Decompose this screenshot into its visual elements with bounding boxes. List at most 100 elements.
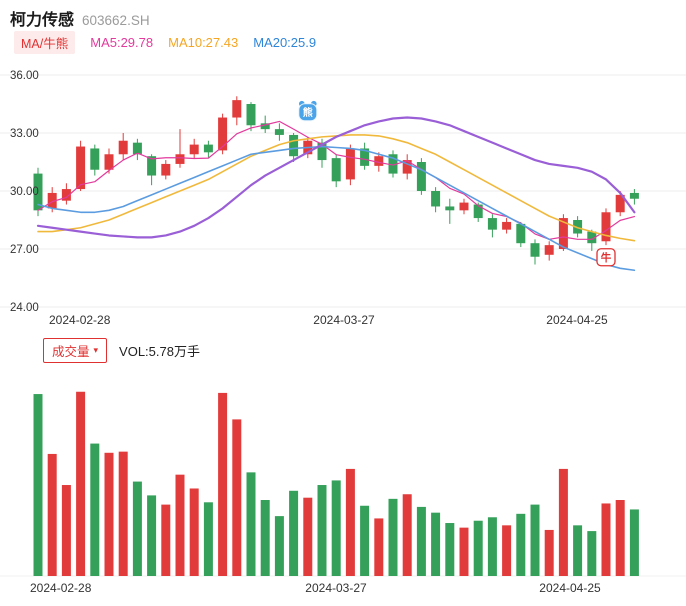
- candle-body: [502, 221, 512, 230]
- volume-bar: [147, 495, 157, 576]
- indicator-row: MA/牛熊 MA5:29.78 MA10:27.43 MA20:25.9: [14, 31, 316, 54]
- candle-body: [615, 194, 625, 213]
- volume-bar: [189, 488, 199, 576]
- ma10-value: MA10:27.43: [168, 35, 239, 50]
- x-axis-label: 2024-02-28: [49, 313, 111, 327]
- candle-body: [175, 154, 185, 164]
- volume-bar: [544, 529, 554, 576]
- candle-body: [331, 158, 341, 182]
- candle-body: [487, 218, 497, 230]
- dropdown-arrow-icon: ▾: [93, 345, 99, 355]
- volume-bar: [502, 525, 512, 576]
- volume-bar: [33, 394, 43, 576]
- candle-body: [274, 129, 284, 135]
- volume-x-axis-label: 2024-02-28: [30, 581, 92, 595]
- volume-bar: [629, 509, 639, 576]
- bull-marker-icon: 牛: [596, 248, 616, 267]
- candle-body: [445, 206, 455, 211]
- y-axis-label: 33.00: [10, 128, 39, 140]
- y-axis-label: 24.00: [10, 302, 39, 314]
- candle-body: [516, 223, 526, 244]
- volume-bar: [402, 494, 412, 576]
- volume-bar: [203, 502, 213, 576]
- x-axis-label: 2024-03-27: [313, 313, 375, 327]
- volume-bar: [118, 451, 128, 576]
- candle-body: [431, 191, 441, 207]
- volume-indicator-selector[interactable]: 成交量 ▾: [43, 338, 108, 363]
- candle-body: [47, 192, 57, 209]
- candle-body: [147, 156, 157, 176]
- candle-body: [374, 156, 384, 166]
- candle-body: [473, 204, 483, 219]
- volume-bar: [76, 391, 86, 576]
- volume-bar: [260, 500, 270, 576]
- volume-bar: [274, 516, 284, 576]
- volume-bar: [615, 500, 625, 576]
- candle-body: [218, 117, 228, 151]
- volume-bar: [104, 452, 114, 576]
- bear-marker-icon: 熊: [298, 100, 318, 122]
- candle-body: [90, 148, 100, 170]
- svg-text:熊: 熊: [303, 106, 313, 119]
- candle-body: [345, 148, 355, 180]
- volume-bar: [431, 512, 441, 576]
- candle-body: [388, 154, 398, 174]
- volume-bar: [246, 472, 256, 576]
- candle-body: [33, 173, 43, 211]
- stock-code: 603662.SH: [82, 13, 150, 28]
- x-axis-label: 2024-04-25: [546, 313, 608, 327]
- volume-bar: [132, 481, 142, 576]
- candle-body: [629, 192, 639, 199]
- volume-bar: [303, 497, 313, 576]
- volume-bar: [558, 468, 568, 576]
- ma-indicator-selector[interactable]: MA/牛熊: [14, 31, 76, 54]
- candle-body: [203, 144, 213, 153]
- header: 柯力传感 603662.SH: [10, 6, 150, 30]
- candle-body: [459, 202, 469, 211]
- volume-bar: [289, 490, 299, 576]
- volume-bar: [530, 504, 540, 576]
- candle-body: [246, 104, 256, 126]
- candle-body: [118, 140, 128, 155]
- volume-bar: [587, 531, 597, 576]
- volume-bar: [459, 527, 469, 576]
- candle-body: [558, 218, 568, 249]
- ma5-value: MA5:29.78: [90, 35, 154, 50]
- volume-bar: [345, 468, 355, 576]
- candle-body: [317, 142, 327, 161]
- volume-bar: [47, 453, 57, 576]
- volume-bar: [473, 520, 483, 576]
- volume-bar: [331, 480, 341, 576]
- volume-x-axis-label: 2024-04-25: [539, 581, 601, 595]
- volume-bar: [573, 525, 583, 576]
- candle-body: [260, 123, 270, 130]
- candle-body: [289, 134, 299, 157]
- y-axis-label: 27.00: [10, 244, 39, 256]
- bull-bear-line: [36, 116, 636, 239]
- ma20-line: [37, 145, 636, 272]
- ma20-value: MA20:25.9: [253, 35, 317, 50]
- volume-bar: [175, 474, 185, 576]
- volume-header: 成交量 ▾ VOL:5.78万手: [43, 338, 200, 363]
- volume-bar: [317, 485, 327, 576]
- candle-body: [161, 163, 171, 176]
- volume-value: VOL:5.78万手: [119, 344, 200, 359]
- volume-bar: [360, 505, 370, 576]
- candle-body: [61, 189, 71, 201]
- candle-body: [232, 100, 242, 118]
- y-axis-label: 36.00: [10, 70, 39, 82]
- candle-body: [573, 220, 583, 234]
- volume-bar: [445, 523, 455, 576]
- volume-bar: [601, 503, 611, 576]
- volume-bar: [416, 506, 426, 576]
- ma5-line: [37, 120, 636, 240]
- volume-bar: [218, 392, 228, 576]
- volume-bar: [487, 517, 497, 576]
- candle-body: [402, 160, 412, 174]
- candle-body: [530, 243, 540, 257]
- volume-bar: [516, 513, 526, 576]
- candle-body: [544, 245, 554, 255]
- volume-selector-label: 成交量: [52, 345, 90, 359]
